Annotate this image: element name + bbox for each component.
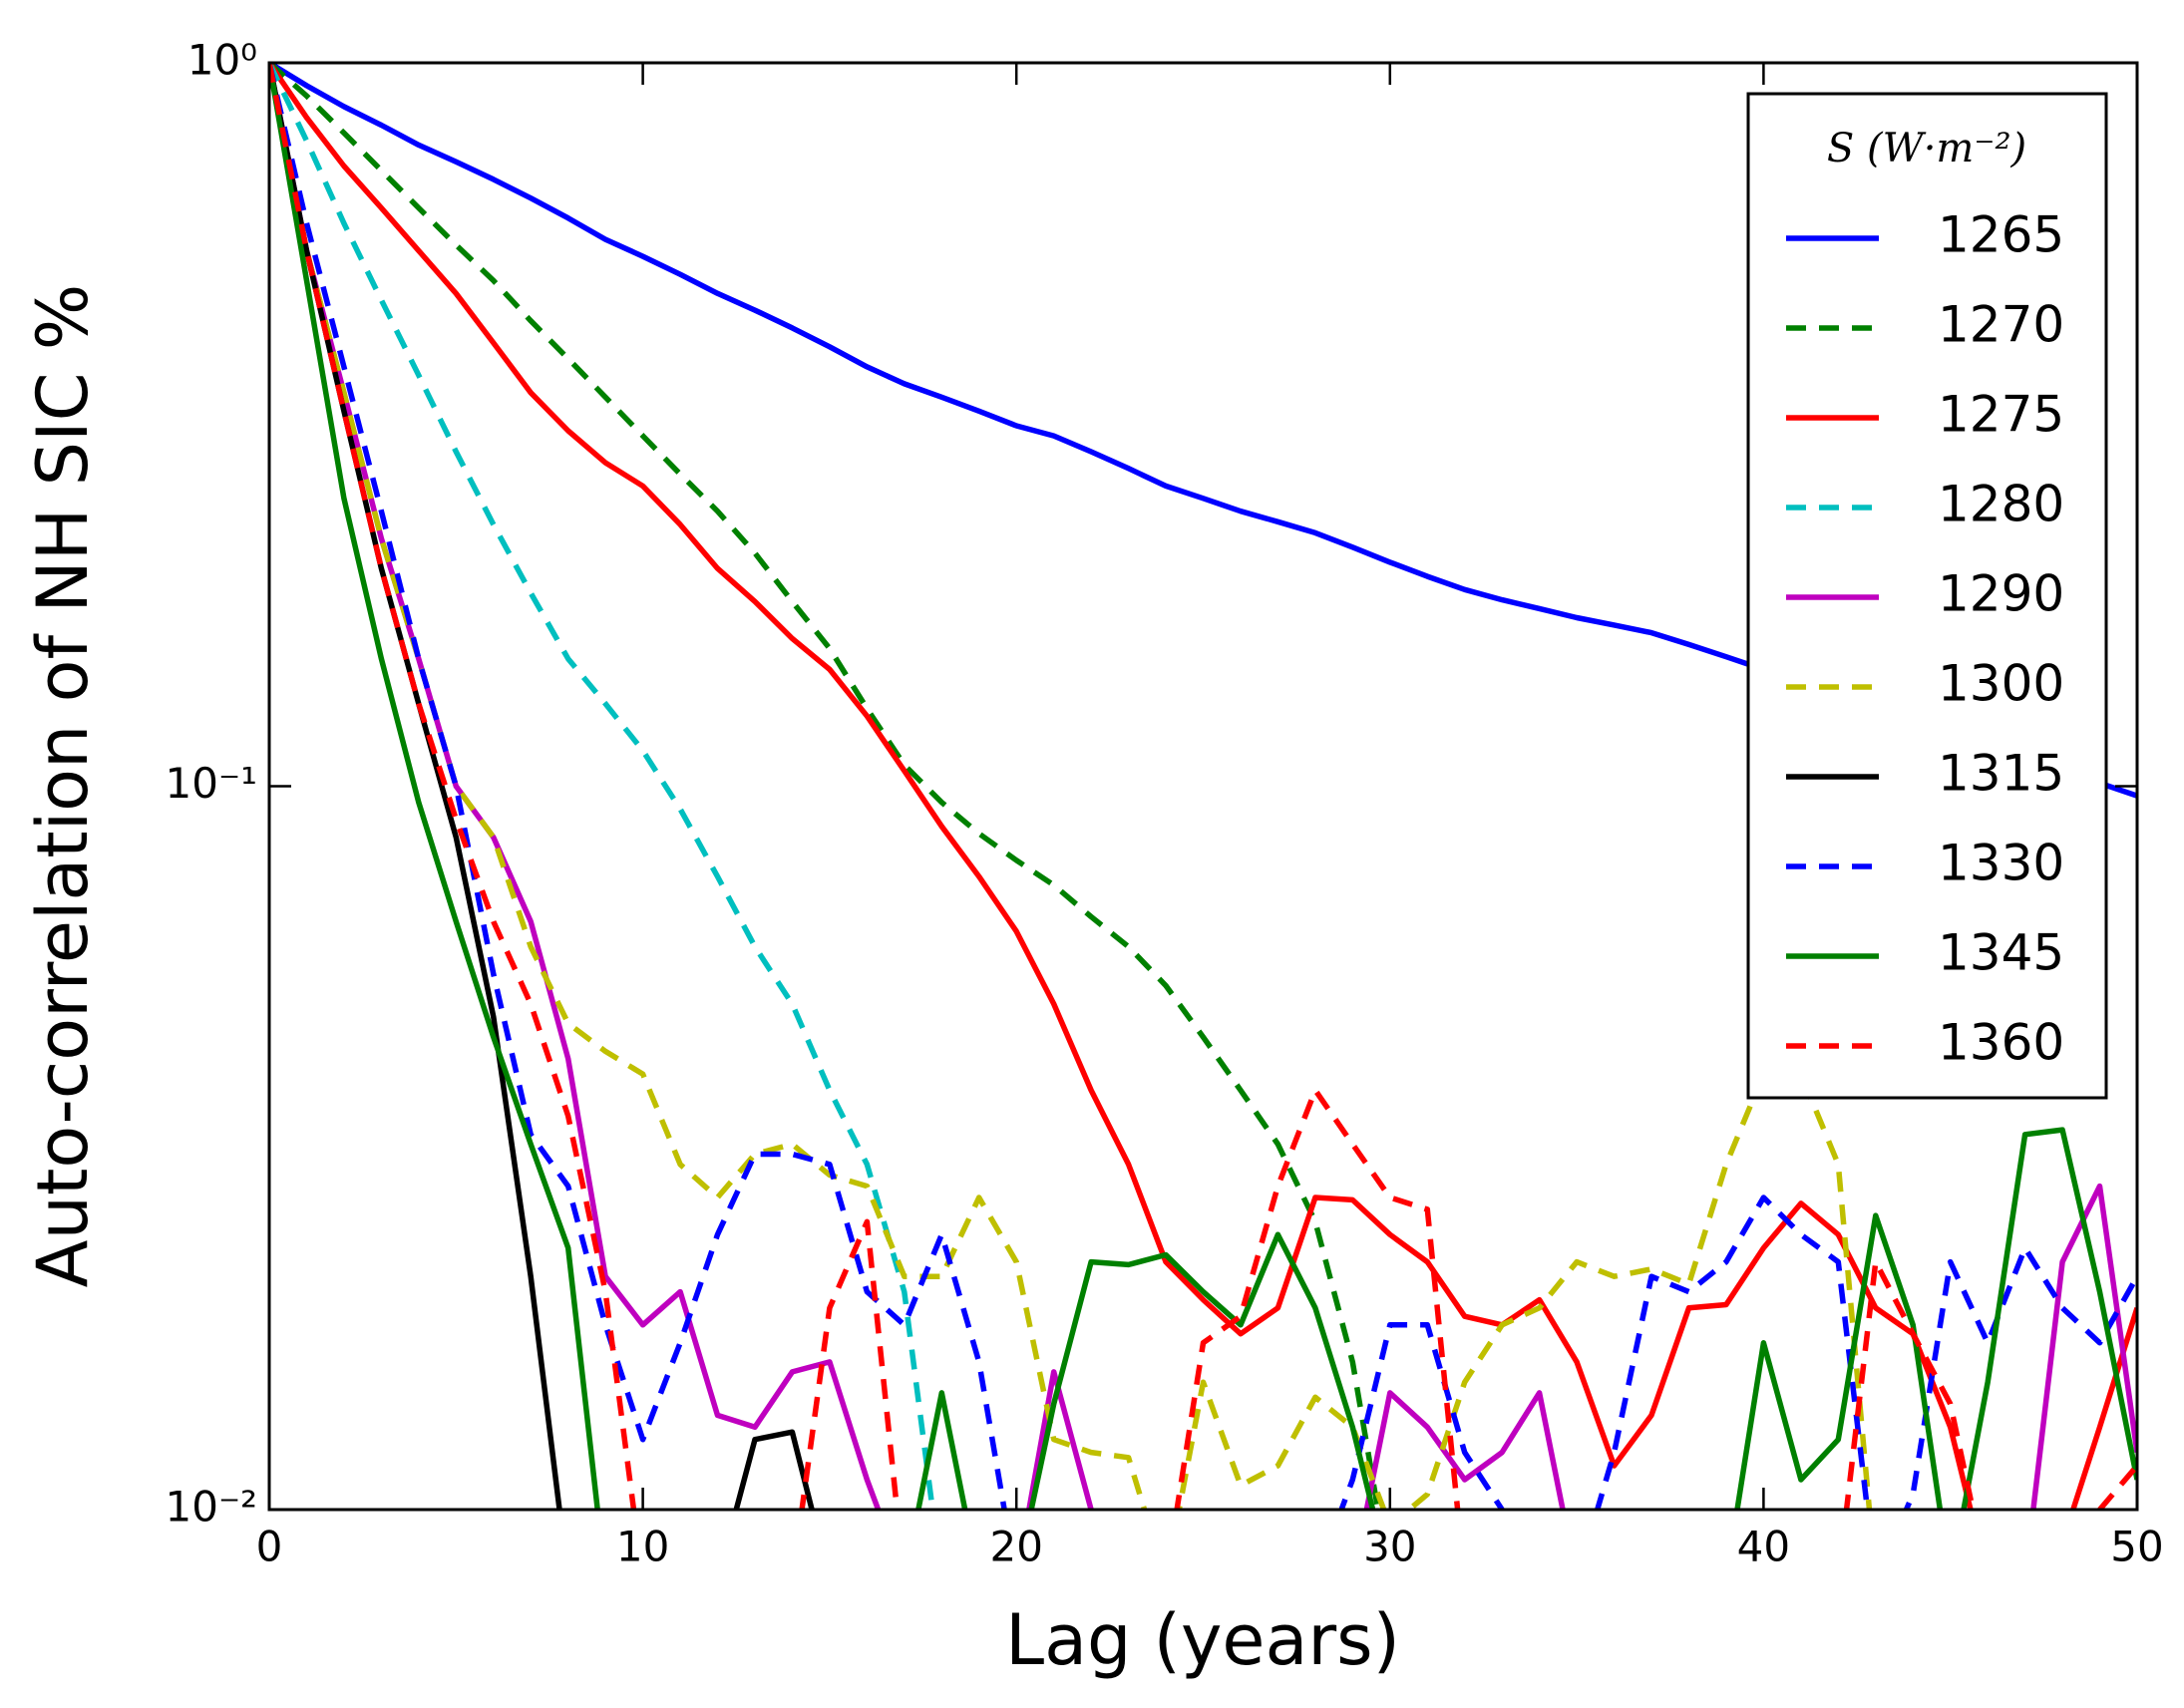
legend-label: 1275	[1938, 386, 2064, 444]
x-axis-label: Lag (years)	[1005, 1599, 1400, 1681]
legend-label: 1280	[1938, 476, 2064, 533]
legend-label: 1315	[1938, 745, 2064, 803]
legend-label: 1330	[1938, 835, 2064, 892]
x-tick-label: 20	[989, 1523, 1042, 1571]
y-tick-label: 10⁻¹	[166, 759, 257, 808]
legend-title: S (W·m⁻²)	[1827, 126, 2026, 171]
plot-area	[269, 63, 2137, 1510]
y-axis-label: Auto-correlation of NH SIC %	[22, 284, 104, 1288]
y-tick-label: 10⁰	[187, 36, 257, 85]
x-tick-label: 10	[616, 1523, 669, 1571]
series-line	[269, 63, 1381, 1510]
series-line	[269, 63, 2137, 1510]
legend-label: 1360	[1938, 1014, 2064, 1072]
series-line	[269, 63, 2137, 1510]
series-line	[269, 63, 1873, 1510]
series-line	[269, 63, 935, 1510]
legend-label: 1270	[1938, 296, 2064, 354]
x-tick-label: 30	[1363, 1523, 1416, 1571]
legend-label: 1300	[1938, 655, 2064, 713]
x-tick-label: 0	[256, 1523, 283, 1571]
y-tick-label: 10⁻²	[166, 1483, 257, 1532]
series-line	[269, 63, 2137, 1510]
legend-label: 1345	[1938, 924, 2064, 982]
legend-label: 1265	[1938, 206, 2064, 264]
x-tick-label: 40	[1737, 1523, 1790, 1571]
legend-label: 1290	[1938, 565, 2064, 623]
x-tick-label: 50	[2110, 1523, 2163, 1571]
